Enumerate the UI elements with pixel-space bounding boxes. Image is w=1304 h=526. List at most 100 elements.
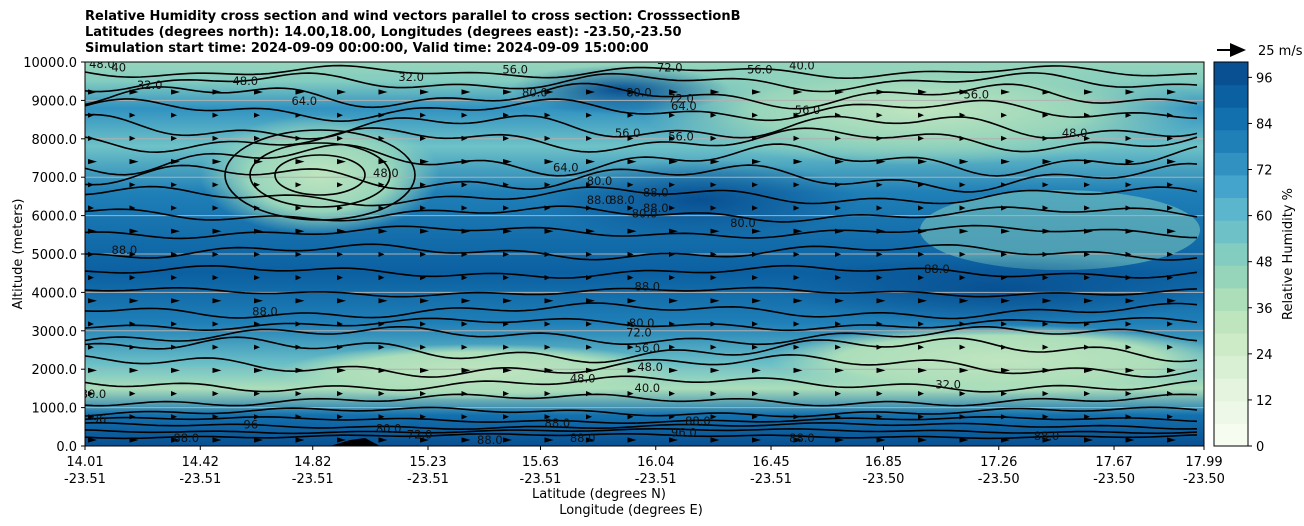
colorbar-segment <box>1214 287 1248 311</box>
wind-vector <box>918 135 924 141</box>
contour-label: 56.0 <box>963 87 989 101</box>
wind-vector <box>254 112 260 118</box>
contour-line <box>85 375 1198 393</box>
x-axis-label-latitude: Latitude (degrees N) <box>532 487 666 502</box>
wind-vector <box>420 275 426 281</box>
wind-vector <box>918 205 924 211</box>
wind-vector <box>88 89 97 95</box>
wind-vector <box>1125 182 1132 188</box>
wind-vector <box>295 437 305 443</box>
wind-vector <box>254 159 263 165</box>
contour-label: 80.0 <box>81 387 107 401</box>
contour-label: 88.0 <box>477 433 503 447</box>
wind-vector <box>544 251 551 257</box>
wind-vector <box>1125 437 1135 443</box>
wind-vector <box>1042 437 1052 443</box>
contour-label: 80.0 <box>587 174 613 188</box>
colorbar-tick-label: 48 <box>1256 256 1273 271</box>
wind-vector <box>710 391 717 397</box>
chart-title-line-2: Latitudes (degrees north): 14.00,18.00, … <box>85 25 682 40</box>
colorbar-segment <box>1214 242 1248 266</box>
wind-vector <box>171 182 177 188</box>
wind-vector <box>129 391 136 397</box>
wind-vector <box>793 437 803 443</box>
wind-vector <box>835 367 844 373</box>
wind-vector <box>503 275 509 281</box>
wind-vector <box>1001 89 1010 95</box>
colorbar-label: Relative Humidity % <box>1281 188 1296 320</box>
wind-vector <box>752 321 758 327</box>
wind-reference-label: 25 m/s <box>1258 44 1303 59</box>
wind-vector <box>918 251 924 257</box>
wind-vector <box>503 367 512 373</box>
wind-vector <box>586 182 592 188</box>
y-tick-label: 5000.0 <box>32 248 78 263</box>
wind-vector <box>88 182 94 188</box>
wind-vector <box>544 89 554 95</box>
wind-vector <box>793 251 800 257</box>
wind-vector <box>918 321 924 327</box>
wind-vector <box>378 437 388 443</box>
wind-vector <box>1001 228 1010 234</box>
wind-vector <box>669 228 678 234</box>
y-tick-label: 9000.0 <box>32 94 78 109</box>
wind-vector <box>710 321 717 327</box>
wind-vector <box>876 135 883 141</box>
wind-vector <box>959 321 966 327</box>
wind-vector <box>1084 344 1090 350</box>
contour-loop <box>249 142 391 208</box>
wind-vector <box>793 89 803 95</box>
wind-vector <box>461 391 468 397</box>
wind-vector <box>876 321 883 327</box>
wind-vector <box>129 182 136 188</box>
wind-vector <box>212 437 222 443</box>
wind-vector <box>835 321 841 327</box>
wind-vector <box>1001 321 1007 327</box>
x-tick-latitude: 15.63 <box>522 455 559 470</box>
contour-label: 40 <box>111 61 126 75</box>
wind-vector <box>129 344 136 350</box>
wind-vector <box>420 298 429 304</box>
wind-vector <box>461 251 468 257</box>
wind-vector <box>337 321 343 327</box>
contour-label: 96.0 <box>671 425 697 439</box>
wind-vector <box>295 135 302 141</box>
wind-vector <box>212 321 219 327</box>
wind-vector <box>876 344 883 350</box>
wind-vector <box>129 414 136 420</box>
contour-loop <box>224 129 416 221</box>
wind-vector <box>212 414 219 420</box>
wind-vector <box>752 112 758 118</box>
contour-label: 48.0 <box>232 74 258 88</box>
wind-vector <box>295 367 305 373</box>
wind-vector <box>959 437 969 443</box>
wind-vector <box>503 112 509 118</box>
wind-vector <box>918 112 924 118</box>
contour-label: 40.0 <box>635 381 661 395</box>
wind-vector <box>1001 205 1007 211</box>
contour-line <box>85 113 1198 140</box>
wind-vector <box>171 251 177 257</box>
x-tick-latitude: 16.85 <box>865 455 902 470</box>
wind-vector <box>918 367 927 373</box>
wind-vector <box>918 298 927 304</box>
wind-vector <box>544 344 551 350</box>
contour-label: 96 <box>92 412 107 426</box>
wind-vector <box>88 135 94 141</box>
wind-vector <box>710 251 717 257</box>
wind-vector <box>1084 391 1090 397</box>
wind-vector <box>254 321 260 327</box>
contour-label: 80.0 <box>376 422 402 436</box>
wind-vector <box>1042 298 1052 304</box>
contour-line <box>85 433 1198 440</box>
wind-vector <box>669 135 675 141</box>
wind-vector <box>918 159 927 165</box>
wind-vector <box>959 391 966 397</box>
wind-vector <box>669 205 675 211</box>
wind-vector <box>876 275 883 281</box>
colorbar-segment <box>1214 310 1248 334</box>
contour-label: 32.0 <box>398 70 424 84</box>
wind-vector <box>752 391 758 397</box>
wind-vector <box>461 205 468 211</box>
